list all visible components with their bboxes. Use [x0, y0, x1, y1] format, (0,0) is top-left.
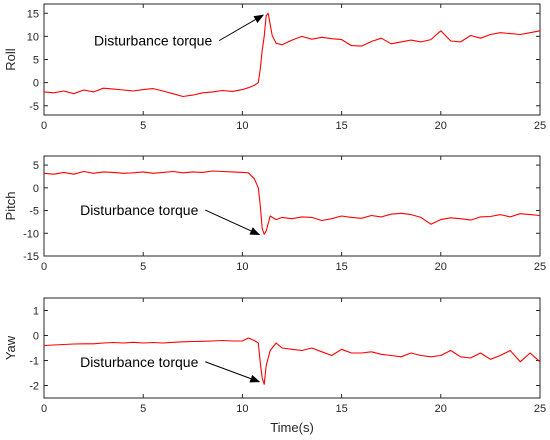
x-tick-label: 5 [140, 403, 146, 415]
series-line [43, 170, 541, 235]
y-tick-label: 5 [33, 160, 39, 172]
x-tick-label: 0 [41, 403, 47, 415]
annotation-arrow [218, 14, 265, 42]
x-tick-label: 20 [435, 261, 447, 273]
axes-box [43, 155, 541, 257]
y-tick-label: -1 [29, 356, 39, 368]
series-line [43, 337, 541, 385]
x-tick-label: 20 [435, 403, 447, 415]
x-tick-label: 0 [41, 120, 47, 132]
y-tick-label: -2 [29, 381, 39, 393]
y-tick-label: 15 [27, 8, 39, 20]
y-tick-label: 10 [27, 31, 39, 43]
x-tick-label: 25 [534, 261, 546, 273]
y-axis-label: Roll [3, 48, 18, 71]
x-tick-label: 5 [140, 120, 146, 132]
x-tick-label: 25 [534, 120, 546, 132]
x-tick-label: 10 [236, 120, 248, 132]
y-tick-label: -15 [23, 251, 39, 263]
panel-pitch: 0 5 10 15 20 25 -15 -10 -5 0 5 Pitch Disturbance tor… [3, 155, 546, 273]
annotation-arrow [205, 209, 261, 236]
x-tick-label: 0 [41, 261, 47, 273]
y-tick-label: -5 [29, 101, 39, 113]
x-tick-label: 15 [335, 261, 347, 273]
x-tick-label: 10 [236, 261, 248, 273]
y-tick-label: 0 [33, 331, 39, 343]
y-tick-label: 5 [33, 55, 39, 67]
y-tick-label: -5 [29, 206, 39, 218]
axes-box [43, 297, 541, 399]
x-tick-label: 20 [435, 120, 447, 132]
y-tick-label: 0 [33, 78, 39, 90]
annotation-label: Disturbance torque [80, 202, 199, 218]
y-tick-label: 0 [33, 183, 39, 195]
y-tick-label: -10 [23, 228, 39, 240]
x-tick-label: 10 [236, 403, 248, 415]
annotation-label: Disturbance torque [94, 33, 213, 49]
x-tick-label: 15 [335, 403, 347, 415]
axes-box [43, 3, 541, 116]
y-axis-label: Pitch [3, 192, 18, 221]
series-line [43, 12, 541, 98]
x-tick-label: 5 [140, 261, 146, 273]
annotation-arrow [205, 361, 261, 383]
y-axis-label: Yaw [3, 335, 18, 360]
y-tick-label: 1 [33, 306, 39, 318]
panel-yaw: 0 5 10 15 20 25 -2 -1 0 1 Yaw Time(s) Disturbance to… [3, 297, 546, 435]
x-tick-label: 25 [534, 403, 546, 415]
x-axis-label: Time(s) [270, 420, 314, 435]
annotation-label: Disturbance torque [80, 354, 199, 370]
x-tick-label: 15 [335, 120, 347, 132]
